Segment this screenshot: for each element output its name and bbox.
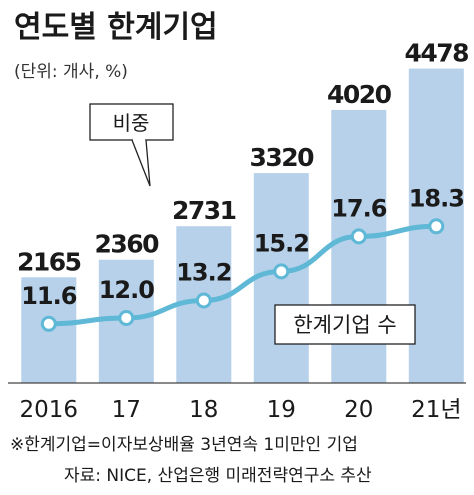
line-point-5 (428, 218, 445, 235)
legend-bar: 한계기업 수 (274, 304, 416, 345)
line-value-label-5: 18.3 (409, 184, 464, 212)
line-point-2 (195, 292, 212, 309)
line-value-label-4: 17.6 (331, 194, 387, 222)
unit-note: (단위: 개사, %) (14, 62, 128, 82)
bar-value-label-0: 2165 (17, 247, 81, 276)
x-tick-label-1: 17 (112, 397, 141, 423)
line-point-4 (350, 228, 367, 245)
bar-value-label-1: 2360 (95, 230, 160, 259)
footnote: ※한계기업=이자보상배율 3년연속 1미만인 기업 (10, 435, 358, 455)
x-tick-label-0: 2016 (20, 397, 79, 423)
line-value-labels: 11.6 12.0 13.2 15.2 17.6 18.3 (21, 184, 465, 310)
x-axis-labels: 2016 17 18 19 20 21년 (20, 397, 462, 423)
line-point-0 (40, 315, 57, 332)
bar-value-labels: 2165 2360 2731 3320 4020 4478 (17, 39, 470, 277)
line-value-label-3: 15.2 (254, 229, 309, 257)
line-value-label-0: 11.6 (21, 282, 77, 310)
line-value-label-2: 13.2 (176, 259, 231, 287)
line-value-label-1: 12.0 (99, 276, 155, 304)
bar-value-label-4: 4020 (327, 80, 392, 109)
source-note: 자료: NICE, 산업은행 미래전략연구소 추산 (64, 466, 372, 486)
legend-bar-label: 한계기업 수 (293, 313, 396, 337)
chart-title: 연도별 한계기업 (14, 10, 218, 45)
x-tick-label-3: 19 (267, 397, 296, 423)
legend-line-label: 비중 (113, 111, 150, 135)
line-point-3 (273, 263, 290, 280)
bar-value-label-3: 3320 (250, 143, 315, 172)
legend-line-pointer (131, 139, 151, 187)
x-tick-label-2: 18 (189, 397, 218, 423)
line-point-1 (118, 310, 135, 326)
bar-value-label-5: 4478 (405, 39, 469, 68)
bar-value-label-2: 2731 (172, 196, 236, 225)
line-series (40, 218, 445, 332)
legend-bar-box (274, 304, 416, 345)
x-tick-label-5: 21년 (411, 397, 461, 423)
legend-line-callout: 비중 (89, 103, 174, 187)
legend-line-box (89, 103, 174, 141)
x-tick-label-4: 20 (344, 397, 373, 423)
